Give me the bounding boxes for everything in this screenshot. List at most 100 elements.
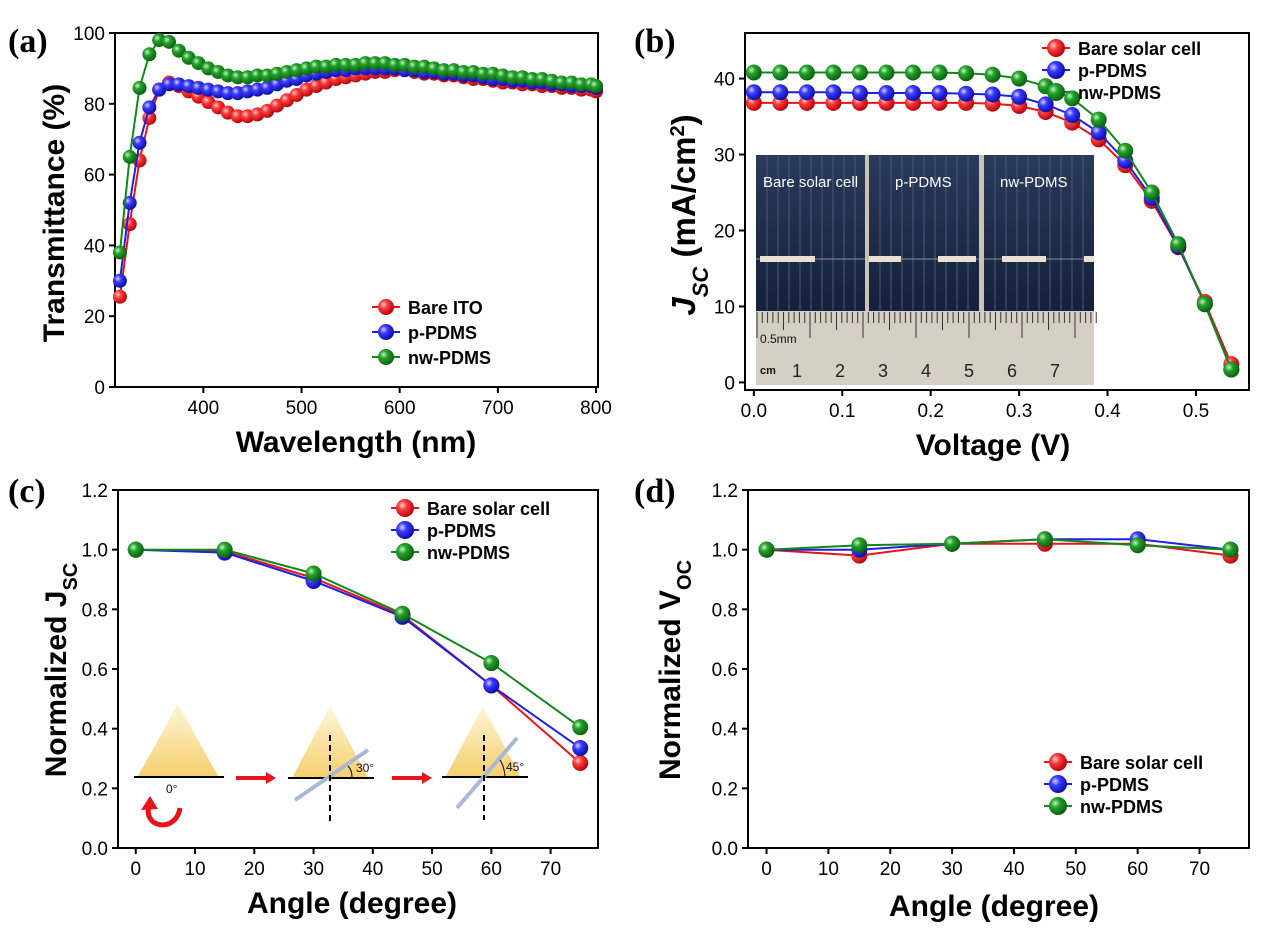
ruler-number: 5 <box>964 361 974 381</box>
legend-label: nw-PDMS <box>427 543 510 563</box>
x-tick-label: 20 <box>880 859 901 880</box>
inset-label-p-pdms: p-PDMS <box>895 174 952 191</box>
rotate-arrow-icon <box>145 802 183 828</box>
angle-arc-45 <box>499 759 506 777</box>
busbar <box>1002 256 1046 262</box>
data-point-green <box>358 56 373 71</box>
x-tick-label: 0.0 <box>741 401 767 422</box>
x-tick-label: 500 <box>286 398 318 419</box>
ruler-number: 7 <box>1050 361 1060 381</box>
data-point-green <box>338 57 353 72</box>
y-tick-label: 40 <box>84 236 105 257</box>
x-tick-label: 70 <box>1189 859 1210 880</box>
data-point-green <box>1170 236 1187 253</box>
y-tick-label: 0.0 <box>712 839 738 860</box>
legend-marker-blue <box>1047 61 1065 79</box>
data-point-red <box>122 217 137 232</box>
y-tick-label: 40 <box>714 70 735 91</box>
x-tick-label: 40 <box>1003 859 1024 880</box>
legend-label: p-PDMS <box>1078 61 1147 81</box>
data-point-green <box>368 56 383 71</box>
panel-b: (b) Bare solar cell p-PDMS nw-PDMS 0.5mm… <box>634 23 1250 462</box>
x-tick-label: 40 <box>362 859 383 880</box>
data-point-green <box>309 59 324 74</box>
legend-label: p-PDMS <box>427 521 496 541</box>
busbar <box>760 256 815 262</box>
plot-area-a: 400 500 600 700 800 0 20 40 60 80 100 Bare ITO p-PDM… <box>73 24 612 419</box>
ruler-number: 2 <box>835 361 845 381</box>
legend-label: Bare solar cell <box>1078 39 1201 59</box>
data-point-green <box>122 149 137 164</box>
data-point-blue <box>878 85 895 102</box>
ruler-number: 4 <box>921 361 931 381</box>
y-tick-label: 20 <box>84 307 105 328</box>
y-tick-label: 0.0 <box>82 839 108 860</box>
plot-frame <box>744 32 1250 391</box>
legend-marker-green <box>378 349 394 365</box>
x-tick-label: 400 <box>188 398 220 419</box>
legend-marker-green <box>1047 83 1065 101</box>
x-tick-label: 50 <box>422 859 443 880</box>
legend-marker-green <box>1049 797 1067 815</box>
data-point-blue <box>931 85 948 102</box>
x-tick-label: 0.1 <box>829 401 855 422</box>
data-point-blue <box>905 85 921 102</box>
plot-frame <box>114 32 599 388</box>
plot-area-b: 0.0 0.1 0.2 0.3 0.4 0.5 0 10 20 30 40 Bare solar ce… <box>714 32 1250 422</box>
data-point-green <box>905 64 921 81</box>
data-point-green <box>171 43 186 58</box>
legend-marker-red <box>396 499 414 517</box>
panel-label-c: (c) <box>8 473 46 510</box>
angle-arc-30 <box>347 765 353 778</box>
x-tick-label: 0.5 <box>1183 401 1209 422</box>
data-point-blue <box>798 84 815 101</box>
series-line-blue <box>118 67 597 281</box>
x-axis-title-d: Angle (degree) <box>889 890 1099 923</box>
inset-label-bare: Bare solar cell <box>763 174 858 191</box>
x-tick-label: 10 <box>818 859 839 880</box>
data-point-blue <box>1011 88 1028 105</box>
x-tick-label: 50 <box>1065 859 1086 880</box>
y-axis-title-c: Normalized JSC <box>40 563 82 778</box>
series-line-blue <box>135 548 581 749</box>
data-point-blue <box>483 677 500 694</box>
plot-area-d: 0 10 20 30 40 50 60 70 0.0 0.2 0.4 0.6 0.8 1.0 1.2 Bare… <box>712 481 1250 880</box>
data-point-blue <box>1090 124 1107 141</box>
data-point-green <box>758 541 775 558</box>
y-tick-label: 0.4 <box>712 720 739 741</box>
tilted-cell-45 <box>455 736 519 810</box>
data-point-green <box>525 72 540 87</box>
data-point-green <box>572 719 589 736</box>
legend-marker-green <box>396 543 414 561</box>
x-tick-label: 800 <box>580 398 612 419</box>
x-tick-label: 30 <box>303 859 324 880</box>
y-tick-label: 0.6 <box>82 660 108 681</box>
data-point-green <box>772 64 789 81</box>
legend-marker-blue <box>396 521 414 539</box>
data-point-green <box>505 70 520 85</box>
data-point-green <box>127 541 144 558</box>
ruler <box>756 311 1094 385</box>
data-point-green <box>1064 90 1081 107</box>
x-axis-title-c: Angle (degree) <box>247 887 457 920</box>
x-axis-title-b: Voltage (V) <box>916 429 1070 462</box>
data-point-green <box>230 70 245 85</box>
x-tick-label: 0.2 <box>917 401 943 422</box>
x-axis-title-a: Wavelength (nm) <box>236 426 477 459</box>
series-line-red <box>135 548 581 764</box>
y-tick-label: 1.2 <box>82 481 108 502</box>
legend-label: Bare solar cell <box>1080 753 1203 773</box>
right-arrow-head-icon <box>266 772 276 784</box>
x-tick-label: 60 <box>481 859 502 880</box>
legend-label: p-PDMS <box>408 323 477 343</box>
y-tick-label: 100 <box>73 24 105 45</box>
plot-area-c: 0 10 20 30 40 50 60 70 0.0 0.2 0.4 0.6 0.8 1.0 1.2 Bare… <box>82 481 599 880</box>
data-point-green <box>1143 184 1160 201</box>
data-point-green <box>216 541 233 558</box>
y-tick-label: 60 <box>84 166 105 187</box>
data-point-green <box>1011 70 1028 87</box>
data-point-blue <box>112 273 127 288</box>
panel-label-b: (b) <box>634 23 676 60</box>
data-point-red <box>230 109 245 124</box>
panel-label-d: (d) <box>634 473 676 510</box>
